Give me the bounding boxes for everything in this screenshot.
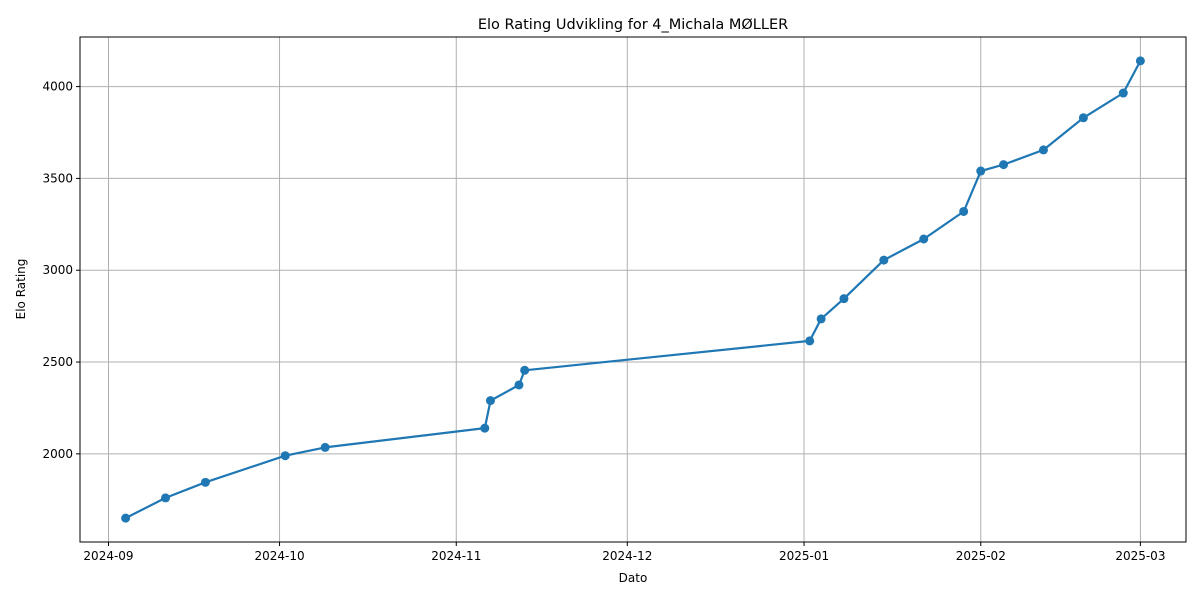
data-point [959, 206, 969, 216]
data-point [520, 365, 530, 375]
series-line-group [125, 60, 1142, 520]
x-axis-ticks: 2024-09 2024-10 2024-11 2024-12 2025-01 2025-… [83, 542, 1165, 563]
data-point [480, 423, 490, 433]
x-tick-label: 2024-12 [602, 549, 652, 563]
data-point [161, 493, 171, 503]
series-points [121, 56, 1145, 523]
y-tick-label: 4000 [42, 80, 73, 94]
data-point [320, 442, 330, 452]
chart-title: Elo Rating Udvikling for 4_Michala MØLLE… [478, 17, 788, 33]
x-tick-label: 2025-03 [1115, 549, 1165, 563]
data-point [1038, 145, 1048, 155]
y-tick-label: 2500 [42, 355, 73, 369]
x-tick-label: 2024-10 [254, 549, 304, 563]
data-point [485, 396, 495, 406]
plot-frame [79, 36, 1187, 543]
data-point [805, 336, 815, 346]
y-tick-label: 3000 [42, 263, 73, 277]
grid [80, 37, 1186, 542]
data-point [839, 294, 849, 304]
x-tick-label: 2024-11 [431, 549, 481, 563]
data-point [1078, 113, 1088, 123]
y-axis-title: Elo Rating [14, 259, 28, 320]
data-point [879, 255, 889, 265]
x-axis-title: Dato [619, 571, 648, 585]
x-tick-label: 2025-02 [956, 549, 1006, 563]
data-point [121, 513, 131, 523]
data-point [999, 160, 1009, 170]
data-point [976, 166, 986, 176]
y-axis-ticks: 2000 2500 3000 3500 4000 [42, 80, 80, 461]
y-tick-label: 3500 [42, 171, 73, 185]
series-line [125, 60, 1142, 520]
y-tick-label: 2000 [42, 447, 73, 461]
data-point [514, 380, 524, 390]
data-point [919, 234, 929, 244]
data-point [1118, 88, 1128, 98]
x-tick-label: 2025-01 [779, 549, 829, 563]
data-point [816, 314, 826, 324]
data-point [280, 451, 290, 461]
x-tick-label: 2024-09 [83, 549, 133, 563]
data-point [1135, 56, 1145, 66]
data-point [200, 477, 210, 487]
